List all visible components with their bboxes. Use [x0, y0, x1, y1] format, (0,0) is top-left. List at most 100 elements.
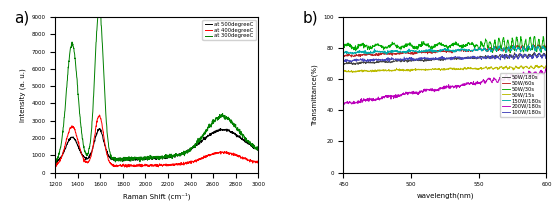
at 500degreeC	[53, 161, 60, 164]
50W/15s	[470, 67, 476, 70]
50W/180s	[495, 56, 501, 59]
50W/180s	[458, 57, 465, 60]
at 500degreeC	[192, 145, 198, 147]
50W/180s	[543, 54, 550, 56]
200W/180s	[515, 74, 522, 77]
200W/180s	[464, 82, 470, 84]
50W/30s	[515, 47, 522, 50]
150W/180s	[340, 52, 347, 55]
at 300degreeC	[142, 157, 148, 160]
at 400degreeC	[124, 166, 130, 169]
50W/30s	[540, 35, 546, 38]
Line: 100W/180s: 100W/180s	[343, 53, 546, 62]
Line: at 300degreeC: at 300degreeC	[55, 8, 258, 163]
50W/30s	[494, 47, 501, 50]
50W/60s	[530, 43, 537, 45]
at 500degreeC	[217, 127, 224, 130]
200W/180s	[340, 103, 347, 106]
at 400degreeC	[192, 160, 198, 163]
50W/15s	[534, 64, 540, 66]
50W/30s	[470, 43, 476, 46]
50W/60s	[470, 49, 476, 52]
Line: 200W/180s: 200W/180s	[343, 67, 546, 105]
100W/180s	[353, 58, 359, 60]
Text: b): b)	[303, 11, 319, 26]
200W/180s	[543, 66, 550, 69]
50W/60s	[515, 46, 522, 48]
100W/180s	[458, 57, 465, 60]
at 400degreeC	[97, 114, 103, 117]
150W/180s	[543, 46, 550, 49]
50W/30s	[353, 47, 359, 49]
at 300degreeC	[73, 69, 79, 72]
at 400degreeC	[211, 153, 217, 156]
Text: a): a)	[14, 11, 30, 26]
50W/15s	[340, 70, 347, 72]
50W/30s	[458, 44, 465, 46]
150W/180s	[515, 46, 522, 49]
X-axis label: wavelength(nm): wavelength(nm)	[416, 193, 474, 199]
Line: 50W/15s: 50W/15s	[343, 65, 546, 72]
Y-axis label: Transmittance(%): Transmittance(%)	[311, 64, 318, 126]
50W/15s	[464, 68, 470, 70]
50W/60s	[495, 47, 501, 50]
100W/180s	[495, 55, 501, 58]
at 500degreeC	[134, 158, 141, 160]
50W/60s	[340, 54, 347, 57]
100W/180s	[470, 55, 476, 57]
at 300degreeC	[134, 156, 141, 159]
50W/30s	[507, 52, 513, 54]
X-axis label: Raman Shift (cm⁻¹): Raman Shift (cm⁻¹)	[123, 193, 190, 200]
100W/180s	[464, 57, 470, 60]
150W/180s	[383, 53, 390, 56]
150W/180s	[529, 44, 536, 46]
50W/180s	[515, 55, 522, 57]
Line: 50W/180s: 50W/180s	[343, 53, 546, 65]
at 300degreeC	[192, 146, 198, 149]
Y-axis label: Intensity (a. u.): Intensity (a. u.)	[19, 68, 26, 122]
50W/15s	[495, 68, 501, 71]
200W/180s	[353, 101, 359, 103]
50W/180s	[353, 62, 359, 64]
50W/180s	[464, 56, 470, 58]
50W/180s	[340, 62, 347, 64]
100W/180s	[515, 57, 522, 59]
100W/180s	[348, 61, 355, 63]
50W/180s	[352, 63, 359, 66]
150W/180s	[353, 52, 359, 54]
150W/180s	[464, 49, 470, 52]
50W/180s	[470, 57, 476, 60]
at 400degreeC	[52, 164, 59, 167]
100W/180s	[340, 60, 347, 62]
50W/15s	[458, 68, 465, 70]
Legend: at 500degreeC, at 400degreeC, at 300degreeC: at 500degreeC, at 400degreeC, at 300degr…	[203, 20, 256, 40]
150W/180s	[470, 50, 476, 52]
at 500degreeC	[141, 158, 148, 161]
50W/15s	[353, 70, 359, 72]
at 400degreeC	[73, 132, 79, 135]
50W/30s	[340, 45, 347, 48]
200W/180s	[495, 81, 501, 83]
at 300degreeC	[211, 120, 217, 123]
150W/180s	[458, 48, 465, 50]
50W/15s	[543, 65, 550, 67]
at 500degreeC	[255, 148, 262, 150]
Line: 50W/60s: 50W/60s	[343, 44, 546, 57]
Legend: 50W/180s, 50W/60s, 50W/30s, 50W/15s, 150W/180s, 200W/180s, 100W/180s: 50W/180s, 50W/60s, 50W/30s, 50W/15s, 150…	[500, 73, 544, 117]
at 500degreeC	[210, 131, 217, 133]
50W/15s	[349, 71, 356, 74]
Line: at 500degreeC: at 500degreeC	[55, 128, 258, 163]
at 400degreeC	[134, 164, 141, 166]
at 300degreeC	[214, 119, 221, 121]
50W/30s	[543, 42, 550, 45]
at 400degreeC	[142, 163, 148, 165]
Line: 50W/30s: 50W/30s	[343, 37, 546, 53]
at 500degreeC	[73, 140, 79, 143]
50W/60s	[543, 47, 550, 49]
200W/180s	[470, 82, 476, 85]
50W/60s	[464, 49, 470, 52]
50W/180s	[531, 51, 538, 54]
100W/180s	[537, 52, 543, 54]
at 300degreeC	[52, 162, 59, 164]
at 300degreeC	[96, 7, 103, 9]
